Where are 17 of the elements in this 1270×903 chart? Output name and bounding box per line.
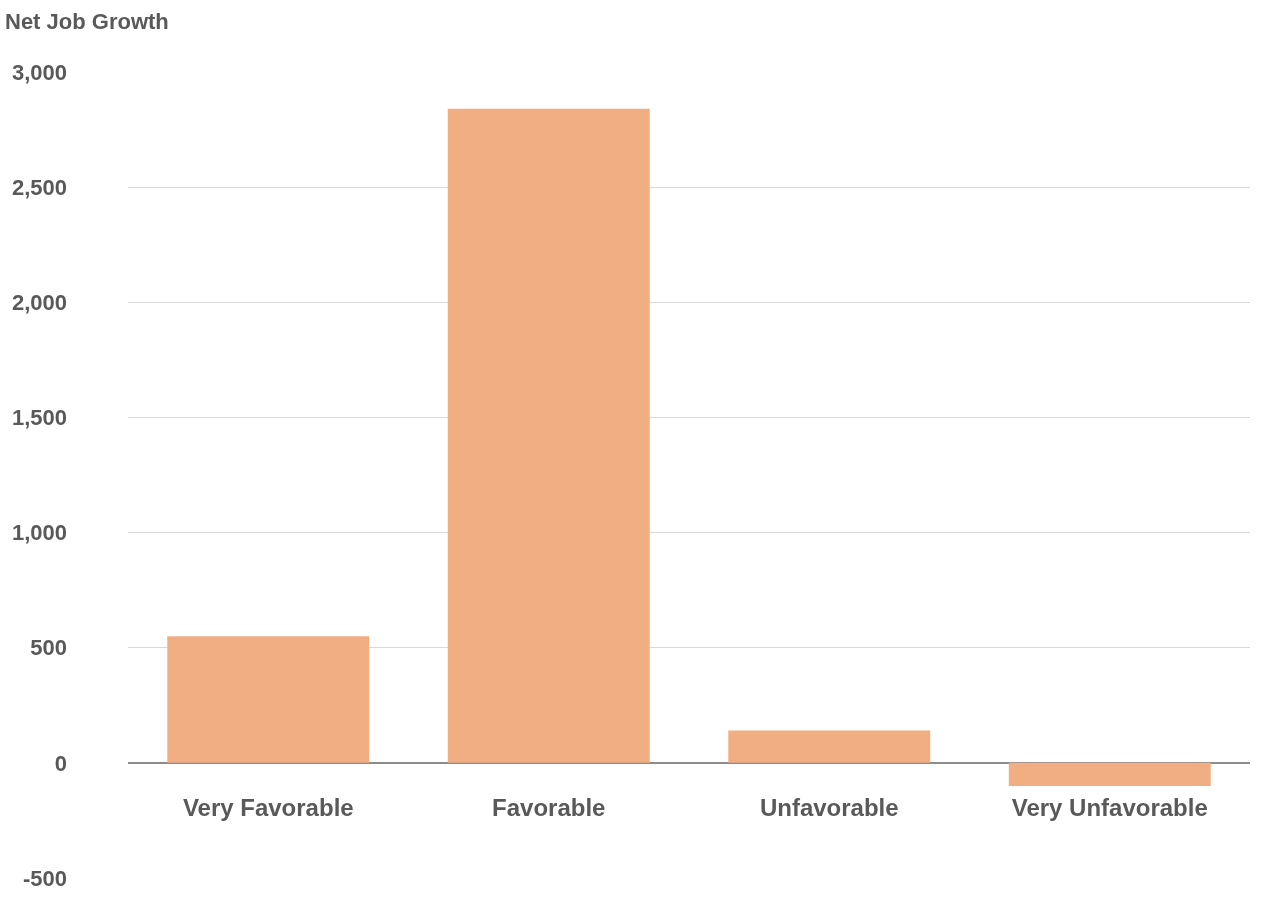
y-tick-label: 2,000 [11,289,67,315]
chart-title: Net Job Growth [5,8,169,34]
y-tick-label: -500 [22,865,67,891]
y-tick-label: 1,500 [11,405,67,431]
bar [167,636,370,763]
bar [1008,762,1211,786]
x-tick-label: Unfavorable [759,793,899,821]
x-tick-label: Very Favorable [182,793,354,821]
bar [728,730,931,763]
y-tick-label: 0 [54,750,67,776]
bar [447,108,650,763]
x-tick-label: Favorable [492,793,606,821]
y-tick-label: 500 [30,635,67,661]
y-tick-label: 1,000 [11,520,67,546]
y-tick-label: 3,000 [11,59,67,85]
x-tick-label: Very Unfavorable [1011,793,1208,821]
y-tick-label: 2,500 [11,174,67,200]
